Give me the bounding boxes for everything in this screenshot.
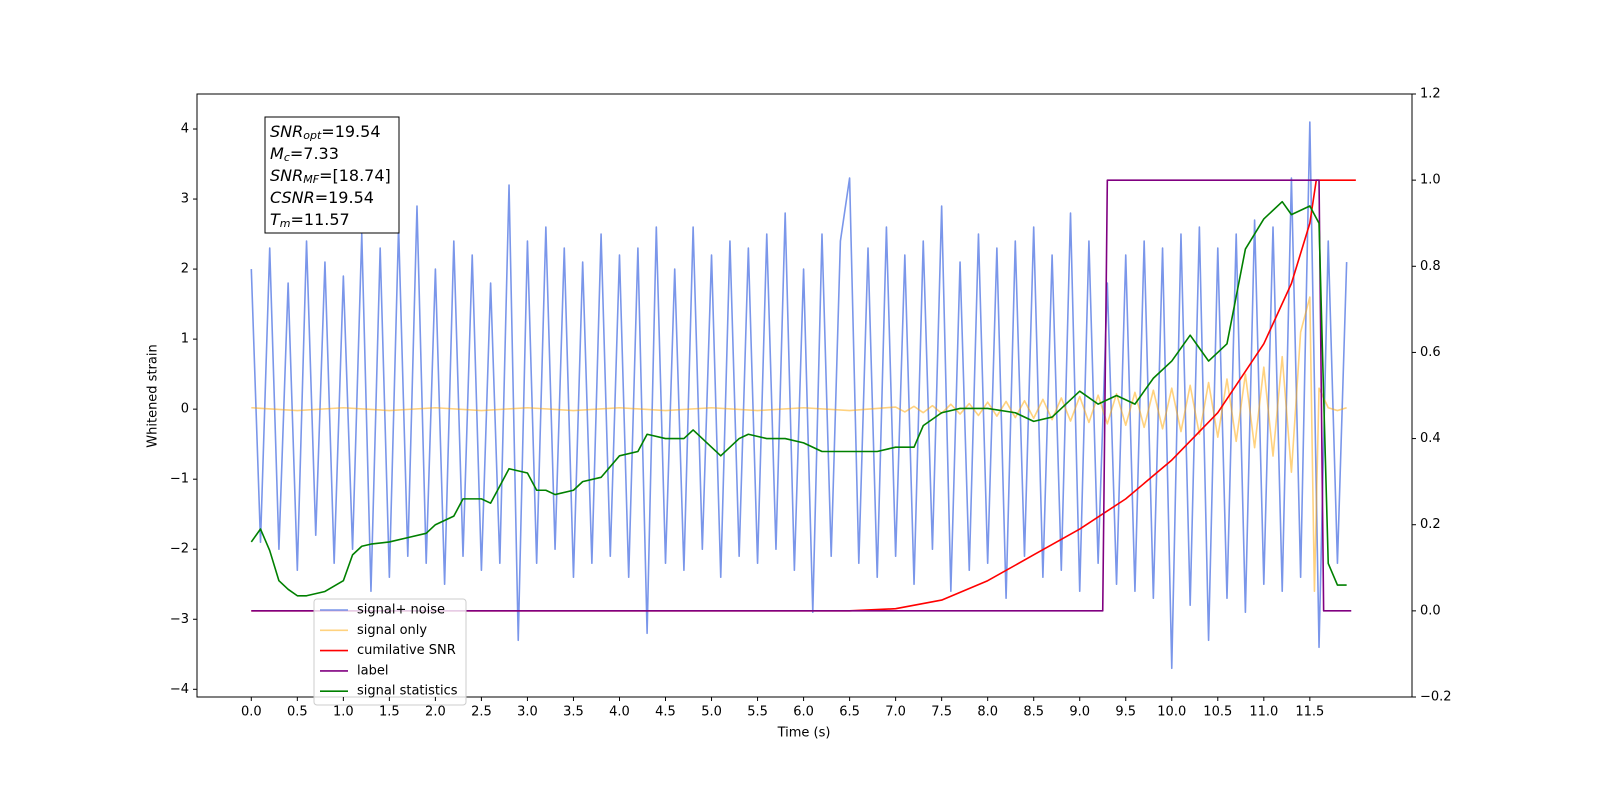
x-tick-label: 11.0 [1249,705,1278,720]
y-axis-label: Whitened strain [146,344,161,447]
y2-tick-label: 0.4 [1420,431,1441,446]
x-tick-label: 6.0 [793,705,814,720]
axes-frame [196,93,1413,698]
annotation-line: SNRopt=19.54 [270,122,381,143]
annotation-symbol: SNR [270,122,303,141]
y2-tick-label: 0.8 [1420,259,1441,274]
x-tick-label: 6.5 [839,705,860,720]
legend-label: signal+ noise [357,603,445,618]
x-tick-label: 8.0 [977,705,998,720]
annotation-line: Mc=7.33 [270,144,339,165]
series-line [251,179,1356,612]
y2-tick-label: 1.2 [1420,87,1441,102]
annotation-value: =7.33 [290,144,339,163]
annotation-line: CSNR=19.54 [270,188,374,207]
series-line [250,121,1348,670]
x-tick-label: 1.0 [333,705,354,720]
annotation-value: =[18.74] [319,166,391,185]
y-tick-label: 2 [181,262,189,277]
y-tick-label: −1 [170,472,189,487]
x-tick-label: 9.5 [1115,705,1136,720]
y-tick-label: −3 [170,612,189,627]
legend: signal+ noise signal only cumilative SNR la… [313,598,467,706]
y-tick-label: −2 [170,542,189,557]
x-tick-label: 10.0 [1157,705,1186,720]
x-tick-label: 8.5 [1023,705,1044,720]
x-tick-label: 5.0 [701,705,722,720]
annotation-subscript: c [284,151,290,164]
x-tick-label: 5.5 [747,705,768,720]
y-tick-label: 1 [181,332,189,347]
legend-label: signal only [357,623,427,638]
x-tick-label: 3.0 [517,705,538,720]
legend-frame [313,598,467,706]
legend-label: cumilative SNR [357,643,456,658]
annotation-symbol: SNR [270,166,303,185]
annotation-value: =19.54 [321,122,380,141]
x-tick-label: 0.0 [241,705,262,720]
x-tick-label: 1.5 [379,705,400,720]
y2-tick-label: 0.2 [1420,517,1441,532]
legend-label: signal statistics [357,684,458,699]
annotation-frame [264,116,400,234]
annotation-symbol: CSNR [270,188,315,207]
annotation-value: =19.54 [315,188,374,207]
x-tick-label: 2.5 [471,705,492,720]
x-tick-label: 2.0 [425,705,446,720]
y2-tick-label: 0.0 [1420,603,1441,618]
annotation-box: SNRopt=19.54Mc=7.33SNRMF=[18.74]CSNR=19.… [264,116,400,234]
x-tick-label: 3.5 [563,705,584,720]
y2-tick-label: 1.0 [1420,173,1441,188]
plot-area [250,121,1356,670]
annotation-value: =11.57 [291,210,350,229]
annotation-symbol: M [270,144,284,163]
x-tick-label: 4.0 [609,705,630,720]
annotation-subscript: m [280,217,291,230]
x-tick-label: 0.5 [287,705,308,720]
x-tick-label: 9.0 [1069,705,1090,720]
annotation-subscript: opt [303,129,322,142]
y-tick-label: 4 [181,122,189,137]
annotation-subscript: MF [303,173,319,186]
legend-label: label [357,663,388,678]
series-line [251,179,1352,612]
y2-tick-label: 0.6 [1420,345,1441,360]
x-tick-label: 10.5 [1203,705,1232,720]
x-tick-label: 4.5 [655,705,676,720]
x-tick-label: 7.0 [885,705,906,720]
series-line [251,296,1347,593]
series-line [250,200,1347,597]
annotation-line: Tm=11.57 [270,210,350,231]
x-tick-label: 11.5 [1295,705,1324,720]
x-tick-label: 7.5 [931,705,952,720]
annotation-line: SNRMF=[18.74] [270,166,391,187]
y-tick-label: 0 [181,402,189,417]
y2-tick-label: −0.2 [1420,690,1452,705]
y-tick-label: 3 [181,192,189,207]
x-axis-label: Time (s) [777,726,831,741]
y-tick-label: −4 [170,682,189,697]
annotation-symbol: T [270,210,281,229]
